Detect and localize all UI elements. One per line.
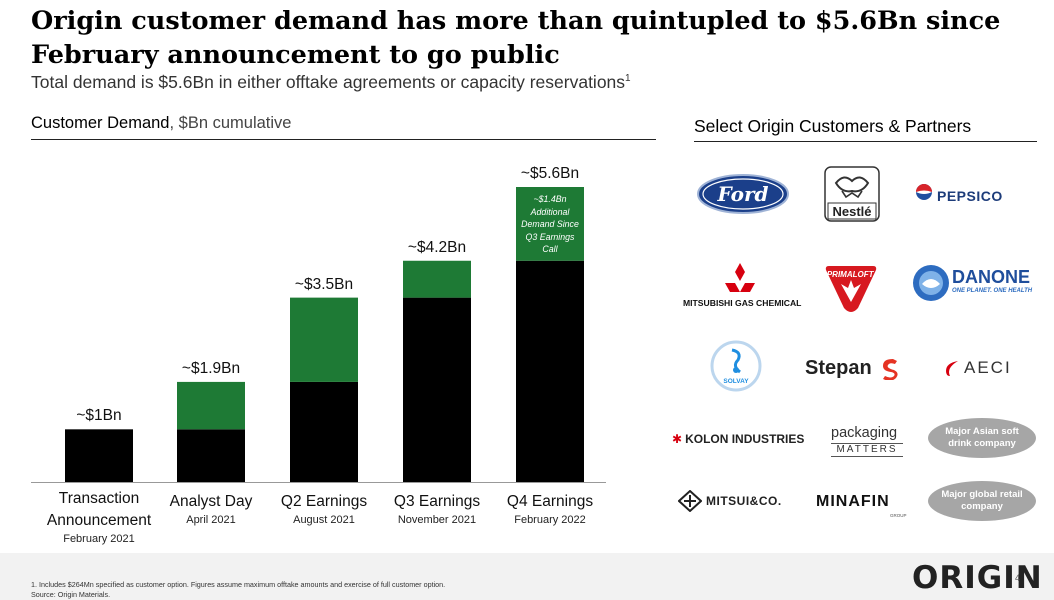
category-date-4: February 2022 [514,514,586,526]
subtitle-footnote-marker: 1 [625,73,631,85]
page-number: 4 [1015,573,1021,583]
stepan-logo-text: Stepan [805,356,872,379]
category-label-4: Q4 Earnings February 2022 [507,491,593,527]
packaging-logo-text: packaging [831,425,898,441]
annotation-line-1: Additional [530,206,570,217]
category-label-2: Q2 Earnings August 2021 [281,491,367,527]
source-text: Source: Origin Materials. [31,590,111,599]
mitsubishi-logo-text: MITSUBISHI GAS CHEMICAL [683,298,802,308]
packaging-matters-logo: packaging MATTERS [829,425,905,459]
annotation-line-2: Demand Since [521,219,579,229]
category-label-0: Transaction Announcement February 2021 [39,488,159,546]
bar-total-label-2: ~$3.5Bn [294,275,354,293]
ford-logo-text: Ford [717,182,769,206]
pepsico-logo: PEPSICO [915,180,1003,204]
solvay-logo: SOLVAY [710,340,762,392]
pepsico-globe-icon [916,184,932,200]
category-label-1: Analyst Day April 2021 [170,491,253,527]
minafin-logo: MINAFIN GROUP [816,493,916,521]
minafin-logo-text: MINAFIN [816,493,890,510]
bar-increment-3 [403,260,471,298]
bar-increment-2 [290,297,358,382]
mitsui-logo: MITSUI&CO. [678,490,782,512]
kolon-logo: ✱ KOLON INDUSTRIES [672,432,804,446]
stepan-mark-icon [882,359,898,380]
danone-logo-text: DANONE [952,267,1031,287]
primaloft-logo-text: PRIMALOFT. [827,270,875,279]
aeci-logo: AECI [944,358,1012,378]
page-title: Origin customer demand has more than qui… [31,6,1001,70]
subtitle-text: Total demand is $5.6Bn in either offtake… [31,72,626,92]
primaloft-logo: PRIMALOFT. [825,266,877,312]
bar-base-0 [65,429,133,482]
footnote-text: 1. Includes $264Mn specified as customer… [31,580,446,589]
chart-title-rule [31,139,656,140]
category-date-2: August 2021 [293,514,355,526]
unnamed-retail-customer-pill: Major global retail company [928,481,1036,521]
danone-circle-icon [913,265,949,301]
category-name-1: Analyst Day [169,493,253,510]
mitsubishi-diamonds-icon [725,263,755,292]
chart-title-main: Customer Demand [31,114,170,132]
unnamed-asian-customer-pill: Major Asian soft drink company [928,418,1036,458]
annotation-line-0: ~$1.4Bn [533,194,567,204]
category-name-2: Q2 Earnings [280,493,368,510]
origin-brand-logo: ORIGIN [912,560,1043,596]
chart-title-unit: , $Bn cumulative [169,114,292,132]
annotation-line-4: Call [542,244,558,254]
bar-base-1 [177,429,245,482]
mitsui-mark-icon [678,490,702,512]
bar-base-2 [290,381,358,482]
bar-total-label-4: ~$5.6Bn [520,165,580,182]
category-name-4: Q4 Earnings [506,493,594,510]
minafin-group-text: GROUP [890,513,907,518]
category-date-1: April 2021 [186,514,236,526]
danone-tagline: ONE PLANET. ONE HEALTH [952,288,1033,294]
bar-total-label-0: ~$1Bn [76,407,122,425]
increment-annotation: ~$1.4Bn Additional Demand Since Q3 Earnings… [517,193,583,256]
solvay-logo-text: SOLVAY [723,378,749,385]
category-date-0: February 2021 [63,533,135,545]
page-subtitle: Total demand is $5.6Bn in either offtake… [31,72,631,93]
nestle-logo-text: Nestlé [832,204,871,219]
bar-base-4 [516,260,584,482]
bar-total-label-1: ~$1.9Bn [181,359,241,377]
category-name-0: Transaction Announcement [46,490,152,529]
category-label-3: Q3 Earnings November 2021 [394,491,480,527]
matters-logo-text: MATTERS [831,443,903,457]
bar-total-label-3: ~$4.2Bn [407,238,467,256]
danone-logo: DANONE ONE PLANET. ONE HEALTH [912,264,1032,302]
kolon-mark-icon: ✱ [672,432,683,446]
category-date-3: November 2021 [397,514,477,526]
aeci-logo-text: AECI [964,358,1012,377]
pepsico-logo-text: PEPSICO [937,188,1003,204]
nestle-logo: Nestlé [824,166,880,222]
mitsui-logo-text: MITSUI&CO. [706,494,782,508]
stepan-logo: Stepan [805,356,900,380]
chart-title: Customer Demand, $Bn cumulative [31,114,291,133]
bar-increment-4 [516,187,584,261]
category-name-3: Q3 Earnings [393,493,481,510]
kolon-logo-text: KOLON INDUSTRIES [685,432,805,446]
bar-increment-1 [177,381,245,430]
partners-title-rule [694,141,1037,142]
aeci-mark-icon [946,361,958,376]
partners-title: Select Origin Customers & Partners [694,116,972,136]
ford-logo: Ford [697,174,789,214]
footer-band [0,553,1054,600]
bar-base-3 [403,297,471,482]
annotation-line-3: Q3 Earnings [525,231,575,242]
